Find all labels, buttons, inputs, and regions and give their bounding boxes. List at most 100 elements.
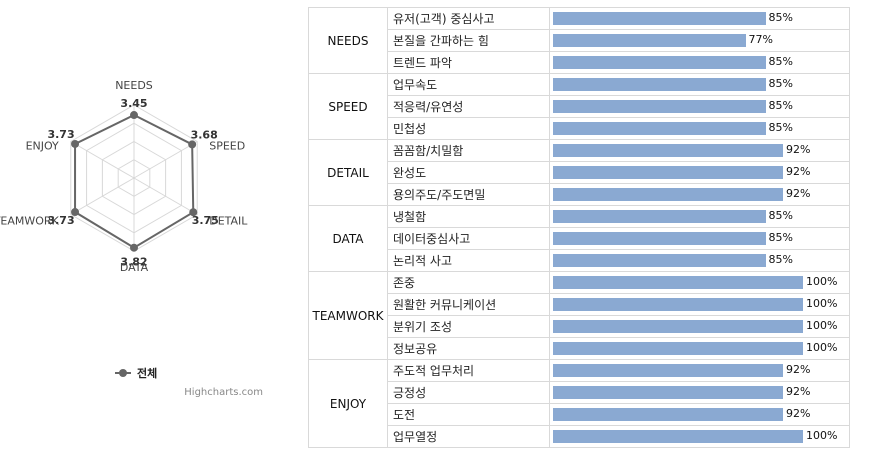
radar-spoke [133,177,198,215]
competency-row: 원활한 커뮤니케이션 100% [309,293,850,316]
score-percent-label: 77% [748,33,773,46]
bar-cell: 85% [549,7,850,30]
competency-row: 업무열정 100% [309,425,850,448]
competency-row: 적응력/유연성 85% [309,95,850,118]
score-percent-label: 92% [786,187,811,200]
score-percent-label: 92% [786,385,811,398]
radar-value-label: 3.73 [47,214,74,227]
competency-row: 용의주도/주도면밀 92% [309,183,850,206]
competency-row: ENJOY 주도적 업무처리 92% [308,359,850,448]
bar-cell: 100% [549,315,850,338]
radar-axis-label: DETAIL [209,215,248,228]
bar-cell: 92% [549,381,850,404]
bar-cell: 92% [549,359,850,382]
legend-marker-symbol [119,369,127,377]
item-label: 꼼꼼함/치밀함 [387,139,550,162]
radar-point [130,243,138,252]
item-label: 본질을 간파하는 힘 [387,29,550,52]
bar-cell: 92% [549,161,850,184]
item-label: 민첩성 [387,117,550,140]
item-label: 트렌드 파악 [387,51,550,74]
radar-value-label: 3.45 [120,97,147,110]
item-label: 긍정성 [387,381,550,404]
item-label: 데이터중심사고 [387,227,550,250]
competency-row: NEEDS 유저(고객) 중심사고 85% [308,7,850,74]
item-label: 유저(고객) 중심사고 [387,7,550,30]
score-bar [553,34,746,47]
competency-row: SPEED 업무속도 85% [308,73,850,140]
score-bar [553,12,766,25]
bar-cell: 100% [549,337,850,360]
score-bar [553,78,766,91]
score-percent-label: 100% [806,429,838,442]
bar-cell: 85% [549,117,850,140]
radar-axis-label: TEAMWORK [0,215,60,228]
item-label: 존중 [387,271,550,294]
item-label: 업무열정 [387,425,550,448]
competency-row: DATA 냉철함 85% [308,205,850,272]
radar-point [71,208,80,217]
item-label: 냉철함 [387,205,550,228]
bar-cell: 85% [549,95,850,118]
score-bar [553,100,766,113]
score-percent-label: 92% [786,363,811,376]
competency-row: 도전 92% [309,403,850,426]
competency-row: 본질을 간파하는 힘 77% [309,29,850,52]
radar-value-label: 3.75 [192,214,219,227]
bar-cell: 100% [549,425,850,448]
score-percent-label: 92% [786,143,811,156]
radar-spoke [70,177,135,215]
competency-row: 트렌드 파악 85% [309,51,850,74]
radar-chart-svg: 3.45 3.68 3.75 3.82 3.73 3.73 NEEDS SPEED DETAIL… [0,79,263,398]
item-label: 도전 [387,403,550,426]
score-bar [553,276,803,289]
item-label: 논리적 사고 [387,249,550,272]
category-label: TEAMWORK [308,271,388,360]
item-label: 원활한 커뮤니케이션 [387,293,550,316]
bar-cell: 85% [549,227,850,250]
item-label: 주도적 업무처리 [387,359,550,382]
radar-point [189,208,198,217]
item-label: 완성도 [387,161,550,184]
score-percent-label: 85% [768,11,793,24]
score-bar [553,144,783,157]
radar-value-label: 3.82 [120,256,147,269]
radar-point [71,139,80,148]
bar-cell: 92% [549,403,850,426]
score-percent-label: 92% [786,165,811,178]
radar-spoke [133,141,198,179]
score-bar [553,166,783,179]
score-bar [553,188,783,201]
radar-chart: 3.45 3.68 3.75 3.82 3.73 3.73 NEEDS SPEED DETAIL… [0,0,300,457]
score-percent-label: 100% [806,341,838,354]
legend-series-label: 전체 [137,366,157,380]
score-bar [553,386,783,399]
bar-cell: 92% [549,183,850,206]
category-label: SPEED [308,73,388,140]
credits-label: Highcharts.com [184,387,263,398]
score-percent-label: 85% [768,231,793,244]
score-bar [553,122,766,135]
competency-row: 분위기 조성 100% [309,315,850,338]
bar-cell: 92% [549,139,850,162]
score-bar [553,408,783,421]
radar-point [188,140,197,149]
score-bar [553,298,803,311]
bar-cell: 100% [549,293,850,316]
score-percent-label: 100% [806,297,838,310]
score-percent-label: 85% [768,77,793,90]
competency-table: NEEDS 유저(고객) 중심사고 85% 본질을 간파하는 힘 77% 트렌드 파악 85… [308,7,850,448]
bar-cell: 100% [549,271,850,294]
score-percent-label: 85% [768,209,793,222]
category-label: DATA [308,205,388,272]
bar-cell: 77% [549,29,850,52]
radar-point [130,111,138,120]
score-bar [553,364,783,377]
score-bar [553,254,766,267]
category-label: DETAIL [308,139,388,206]
item-label: 용의주도/주도면밀 [387,183,550,206]
competency-row: 완성도 92% [309,161,850,184]
score-percent-label: 85% [768,99,793,112]
radar-spoke [70,141,135,179]
competency-row: 논리적 사고 85% [309,249,850,272]
